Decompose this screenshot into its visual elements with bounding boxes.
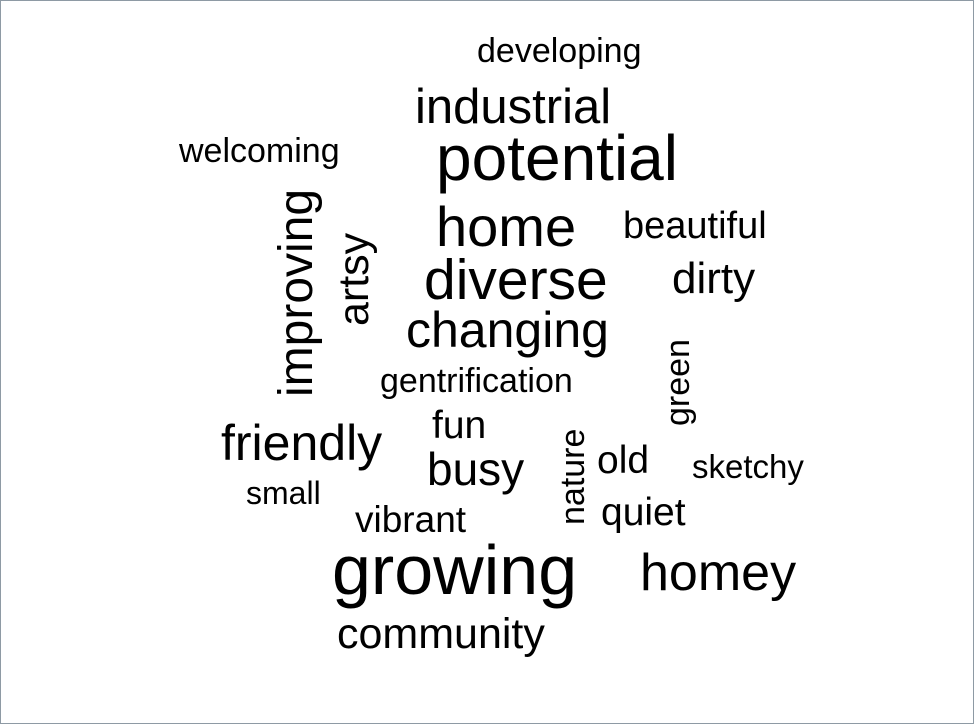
word-welcoming: welcoming [179, 132, 340, 170]
word-gentrification: gentrification [380, 362, 573, 400]
word-quiet: quiet [601, 491, 686, 534]
word-community: community [337, 610, 545, 658]
word-growing: growing [332, 531, 578, 609]
word-changing: changing [406, 302, 609, 358]
word-small: small [246, 475, 321, 511]
word-vibrant: vibrant [355, 499, 467, 540]
word-homey: homey [640, 544, 797, 602]
word-nature: nature [554, 428, 592, 525]
word-sketchy: sketchy [692, 448, 804, 485]
word-developing: developing [477, 32, 642, 70]
word-diverse: diverse [424, 248, 608, 312]
word-busy: busy [427, 443, 525, 495]
word-industrial: industrial [415, 80, 612, 134]
word-artsy: artsy [330, 232, 378, 326]
word-dirty: dirty [672, 254, 756, 303]
word-improving: improving [270, 188, 323, 397]
word-friendly: friendly [221, 415, 383, 471]
word-green: green [659, 339, 697, 426]
word-home: home [436, 195, 577, 258]
word-fun: fun [432, 404, 487, 447]
word-beautiful: beautiful [623, 205, 767, 247]
word-old: old [597, 439, 650, 482]
word-potential: potential [436, 122, 678, 194]
